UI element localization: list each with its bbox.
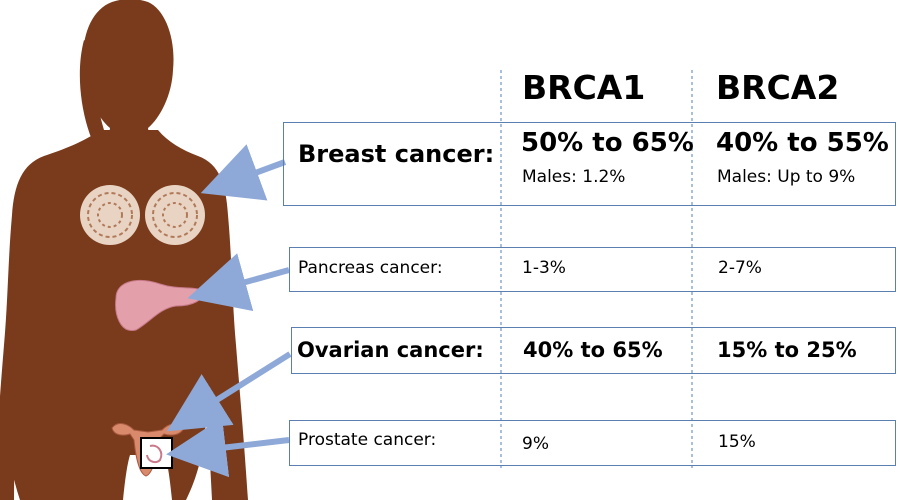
value-prostate-brca1: 9% bbox=[522, 434, 549, 454]
value-breast-brca1: 50% to 65% bbox=[521, 128, 694, 158]
note-breast-brca2: Males: Up to 9% bbox=[717, 167, 856, 187]
row-box-prostate bbox=[289, 420, 896, 466]
header-brca2: BRCA2 bbox=[716, 68, 840, 107]
breast-tissue-right bbox=[145, 185, 205, 245]
row-box-pancreas bbox=[289, 247, 896, 292]
arrow-prostate bbox=[166, 417, 290, 478]
arrow-breast bbox=[200, 144, 287, 201]
header-brca1: BRCA1 bbox=[522, 68, 646, 107]
arrow-ovarian bbox=[166, 351, 292, 432]
label-breast-cancer: Breast cancer: bbox=[298, 140, 495, 168]
value-breast-brca2: 40% to 55% bbox=[716, 128, 889, 158]
value-pancreas-brca1: 1-3% bbox=[522, 258, 566, 278]
row-box-ovarian bbox=[291, 327, 896, 374]
value-ovarian-brca1: 40% to 65% bbox=[523, 338, 663, 362]
arrow-pancreas bbox=[187, 253, 290, 312]
breast-tissue-left bbox=[80, 185, 140, 245]
note-breast-brca1: Males: 1.2% bbox=[522, 167, 626, 187]
prostate-inset bbox=[140, 437, 173, 469]
label-prostate-cancer: Prostate cancer: bbox=[298, 430, 437, 450]
value-pancreas-brca2: 2-7% bbox=[718, 258, 762, 278]
row-box-breast bbox=[283, 122, 896, 206]
label-pancreas-cancer: Pancreas cancer: bbox=[298, 258, 443, 278]
value-prostate-brca2: 15% bbox=[718, 432, 756, 452]
label-ovarian-cancer: Ovarian cancer: bbox=[297, 338, 484, 362]
value-ovarian-brca2: 15% to 25% bbox=[717, 338, 857, 362]
